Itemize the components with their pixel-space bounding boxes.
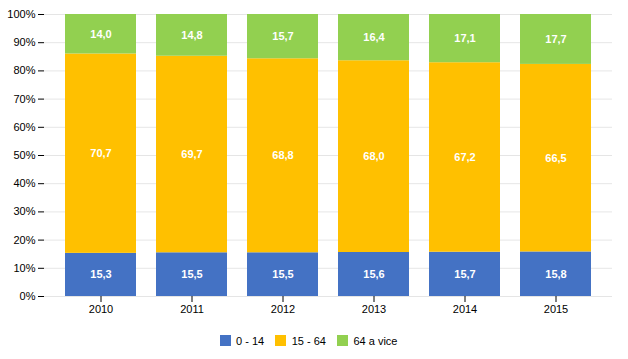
html-text:0 - 14: 0 - 14 (236, 334, 265, 347)
svg-text:2015: 2015 (544, 303, 568, 315)
svg-text:68,0: 68,0 (363, 150, 384, 162)
svg-text:14,8: 14,8 (181, 29, 202, 41)
svg-text:20%: 20% (13, 234, 35, 246)
svg-text:66,5: 66,5 (545, 152, 566, 164)
svg-text:70,7: 70,7 (90, 147, 111, 159)
svg-text:0%: 0% (20, 290, 36, 302)
svg-text:69,7: 69,7 (181, 148, 202, 160)
svg-text:60%: 60% (13, 121, 35, 133)
svg-text:2013: 2013 (362, 303, 386, 315)
svg-text:67,2: 67,2 (454, 151, 475, 163)
svg-text:30%: 30% (13, 205, 35, 217)
svg-text:50%: 50% (13, 149, 35, 161)
svg-text:2011: 2011 (180, 303, 204, 315)
svg-text:15,7: 15,7 (454, 268, 475, 280)
svg-text:15,7: 15,7 (272, 30, 293, 42)
svg-text:2010: 2010 (89, 303, 113, 315)
svg-text:10%: 10% (13, 262, 35, 274)
svg-text:15,6: 15,6 (363, 268, 384, 280)
svg-text:17,1: 17,1 (454, 32, 475, 44)
svg-text:15,5: 15,5 (181, 268, 202, 280)
svg-text:90%: 90% (13, 36, 35, 48)
svg-text:15,5: 15,5 (272, 268, 293, 280)
svg-text:80%: 80% (13, 64, 35, 76)
html-text:64 a vice: 64 a vice (353, 334, 398, 347)
svg-text:15,3: 15,3 (90, 268, 111, 280)
html-text:15 - 64: 15 - 64 (291, 334, 326, 347)
svg-text:17,7: 17,7 (545, 33, 566, 45)
svg-text:2012: 2012 (271, 303, 295, 315)
svg-text:40%: 40% (13, 177, 35, 189)
svg-text:70%: 70% (13, 93, 35, 105)
svg-text:16,4: 16,4 (363, 31, 385, 43)
svg-text:15,8: 15,8 (545, 268, 566, 280)
svg-text:68,8: 68,8 (272, 149, 293, 161)
svg-text:14,0: 14,0 (90, 28, 111, 40)
svg-text:2014: 2014 (453, 303, 477, 315)
svg-text:100%: 100% (7, 8, 35, 20)
